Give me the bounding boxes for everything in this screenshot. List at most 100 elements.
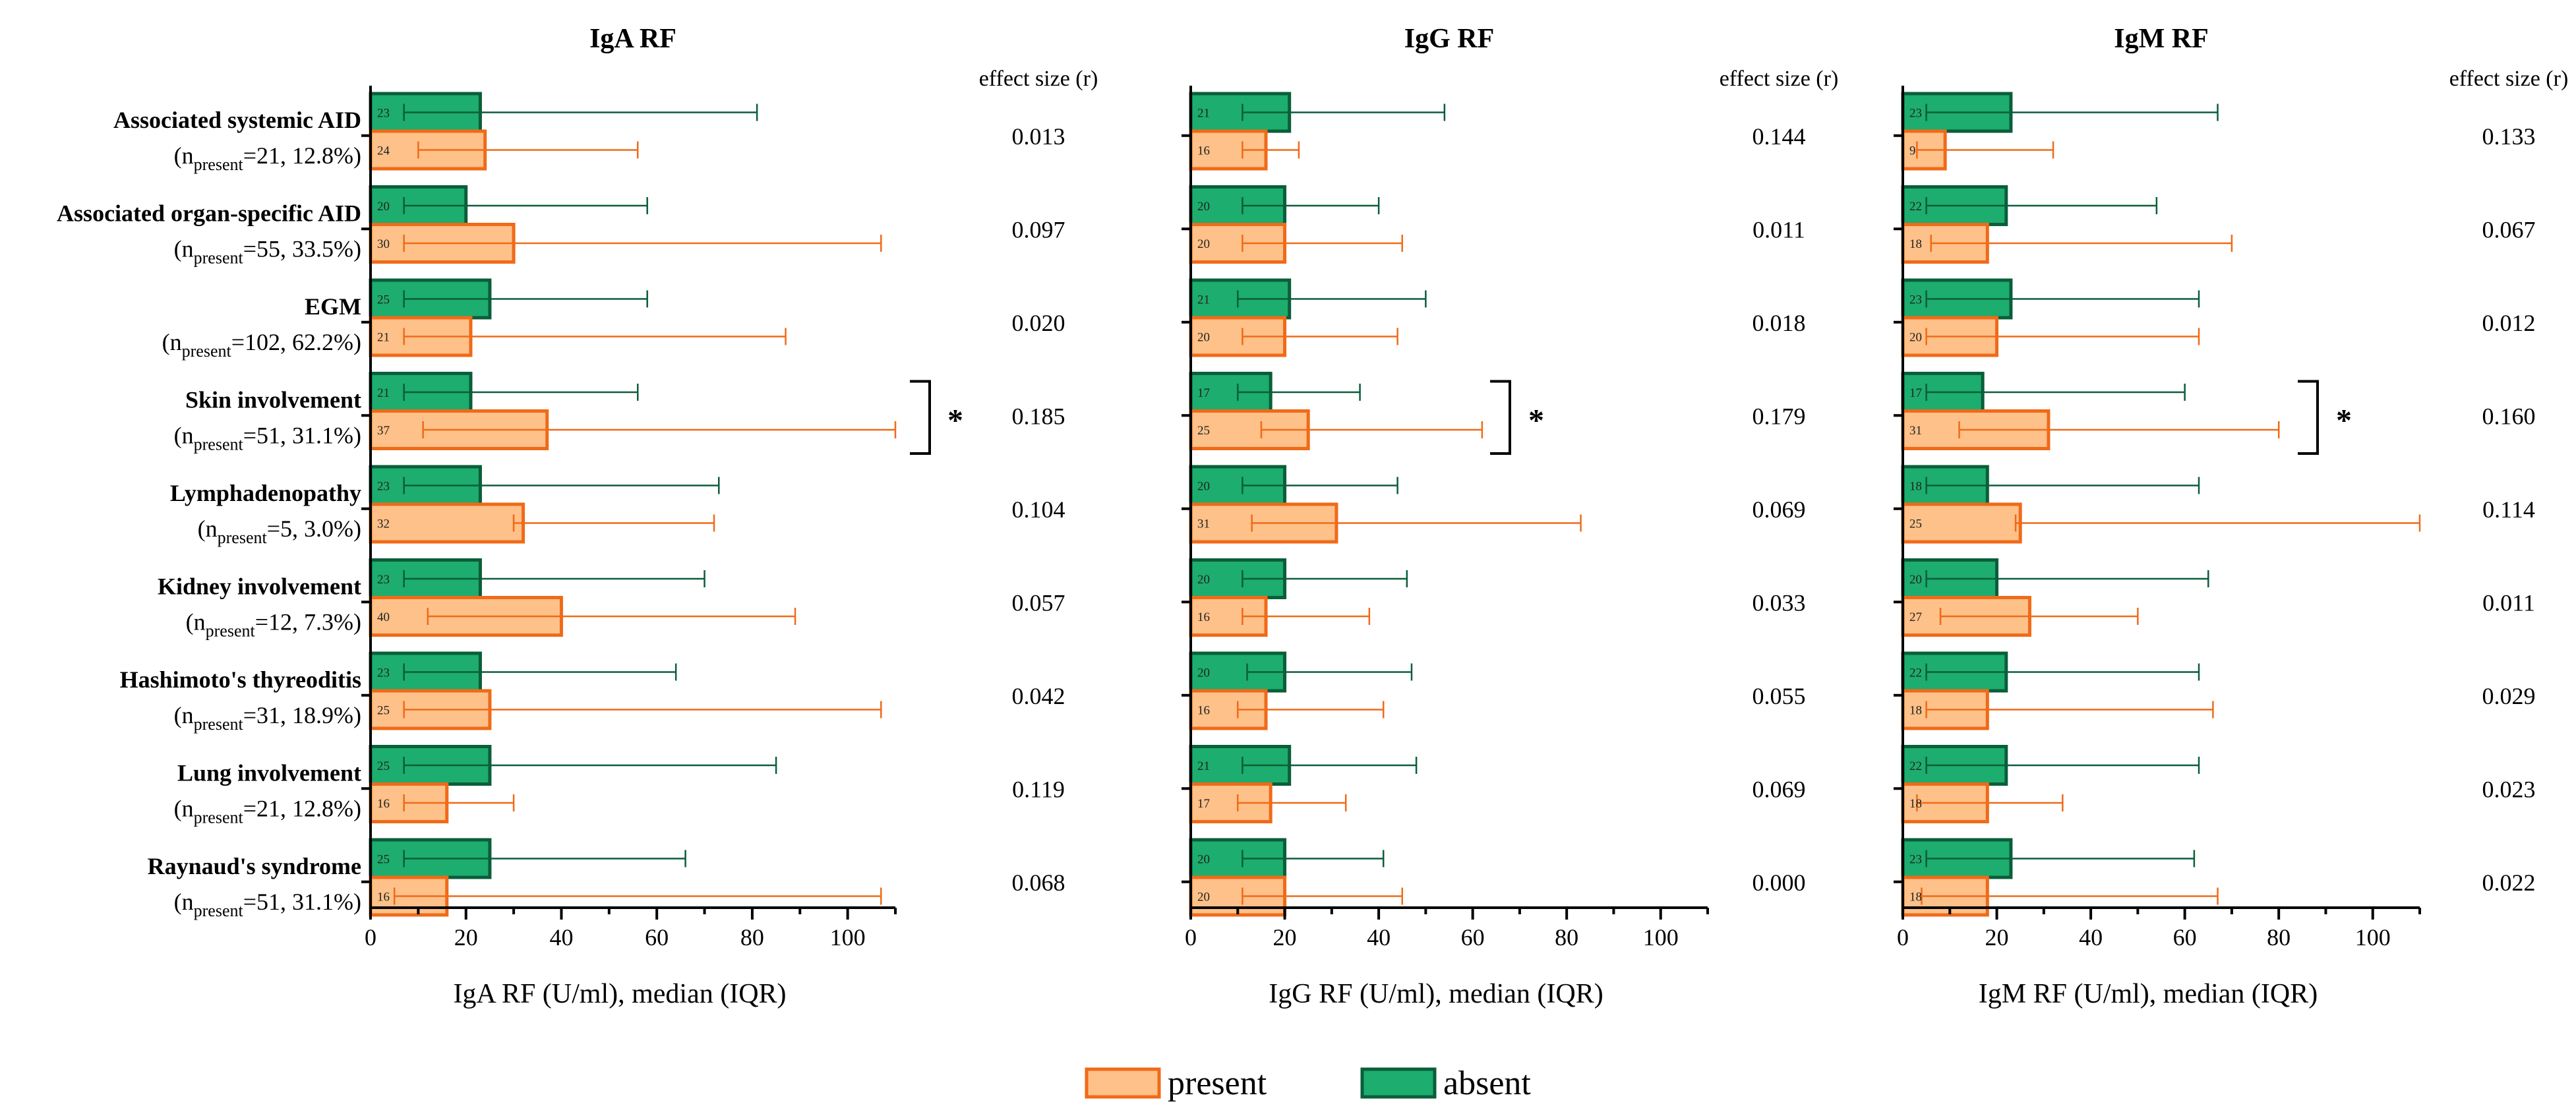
x-tick-label: 80 [1555, 924, 1578, 951]
category-n-label: (npresent=102, 62.2%) [162, 329, 361, 361]
category-name: Raynaud's syndrome [148, 853, 361, 879]
x-tick-label: 0 [1897, 924, 1909, 951]
effect-size-value: 0.069 [1752, 496, 1806, 523]
bar-present [1901, 502, 2022, 544]
x-tick-label: 80 [740, 924, 764, 951]
category-n-label: (npresent=21, 12.8%) [174, 142, 361, 174]
effect-size-value: 0.069 [1752, 776, 1806, 802]
panel-2: IgG RF effect size (r) 21 16 0.144 20 20 0.011 2… [1182, 24, 1838, 1009]
bar-value-label-present: 31 [1197, 517, 1210, 531]
bar-value-label-present: 40 [377, 610, 390, 624]
effect-size-value: 0.179 [1752, 403, 1806, 429]
x-axis-label: IgM RF (U/ml), median (IQR) [1979, 979, 2318, 1009]
x-tick-label: 60 [2173, 924, 2197, 951]
category-name: Lymphadenopathy [170, 480, 361, 506]
category-n-label: (npresent=51, 31.1%) [174, 423, 361, 454]
bar-value-label-absent: 23 [1909, 107, 1922, 121]
bar-value-label-present: 16 [377, 891, 390, 904]
panel-title: IgM RF [2114, 24, 2208, 54]
bar-value-label-present: 25 [1197, 424, 1210, 438]
effect-size-value: 0.067 [2482, 216, 2536, 243]
significance-bracket [2298, 380, 2319, 455]
bar-value-label-absent: 25 [377, 293, 390, 307]
effect-size-value: 0.018 [1752, 310, 1806, 336]
bar-value-label-absent: 22 [1909, 759, 1922, 773]
x-tick-label: 20 [1985, 924, 2009, 951]
effect-size-value: 0.023 [2482, 776, 2536, 802]
category-n-label: (npresent=55, 33.5%) [174, 236, 361, 268]
effect-size-value: 0.104 [1012, 496, 1065, 523]
effect-size-value: 0.119 [1012, 776, 1065, 802]
category-name: Lung involvement [177, 760, 361, 786]
bar-value-label-present: 20 [1197, 331, 1210, 345]
panel-title: IgG RF [1404, 24, 1495, 54]
effect-size-value: 0.185 [1012, 403, 1065, 429]
x-tick-label: 80 [2267, 924, 2291, 951]
category-name: Hashimoto's thyreoditis [120, 666, 361, 693]
bar-value-label-absent: 23 [377, 573, 390, 587]
bar-value-label-absent: 20 [1197, 853, 1210, 867]
bar-value-label-absent: 21 [1197, 293, 1210, 307]
significance-bracket [910, 380, 931, 455]
bar-value-label-absent: 20 [1197, 573, 1210, 587]
category-n-label: (npresent=51, 31.1%) [174, 889, 361, 920]
bar-value-label-absent: 23 [377, 480, 390, 494]
x-tick-label: 20 [454, 924, 478, 951]
bar-value-label-present: 27 [1909, 610, 1922, 624]
bar-value-label-present: 37 [377, 424, 390, 438]
x-tick-label: 60 [1461, 924, 1485, 951]
panel-title: IgA RF [589, 24, 676, 54]
bar-value-label-absent: 23 [1909, 293, 1922, 307]
bar-value-label-present: 18 [1909, 891, 1922, 904]
effect-size-value: 0.057 [1012, 589, 1065, 616]
bar-value-label-present: 25 [377, 704, 390, 718]
bar-value-label-absent: 21 [1197, 107, 1210, 121]
bar-value-label-present: 20 [1909, 331, 1922, 345]
bar-value-label-present: 18 [1909, 237, 1922, 251]
bar-value-label-present: 16 [1197, 704, 1210, 718]
bar-value-label-present: 31 [1909, 424, 1922, 438]
bar-value-label-present: 25 [1909, 517, 1922, 531]
bar-value-label-present: 16 [377, 797, 390, 811]
effect-size-value: 0.011 [1752, 216, 1805, 243]
bar-value-label-absent: 25 [377, 759, 390, 773]
bar-value-label-absent: 21 [377, 386, 390, 400]
effect-size-value: 0.012 [2482, 310, 2536, 336]
category-name: Kidney involvement [158, 573, 361, 600]
legend-swatch-absent [1360, 1067, 1437, 1099]
bar-value-label-present: 24 [377, 144, 390, 158]
bar-value-label-absent: 17 [1197, 386, 1210, 400]
bar-present [369, 502, 525, 544]
bar-value-label-absent: 20 [377, 200, 390, 214]
bar-value-label-absent: 20 [1909, 573, 1922, 587]
category-labels: Associated systemic AID (npresent=21, 12.… [57, 107, 361, 920]
bar-value-label-present: 17 [1197, 797, 1210, 811]
bar-value-label-absent: 22 [1909, 200, 1922, 214]
x-tick-label: 20 [1273, 924, 1297, 951]
significance-star: * [947, 403, 963, 438]
effect-size-header: effect size (r) [2449, 67, 2569, 91]
bar-value-label-present: 20 [1197, 891, 1210, 904]
x-tick-label: 40 [549, 924, 573, 951]
x-axis-label: IgA RF (U/ml), median (IQR) [453, 979, 786, 1009]
x-tick-label: 0 [1185, 924, 1197, 951]
x-tick-label: 40 [2079, 924, 2103, 951]
effect-size-value: 0.022 [2482, 869, 2536, 896]
effect-size-value: 0.133 [2482, 123, 2536, 150]
significance-star: * [2336, 403, 2352, 438]
effect-size-value: 0.097 [1012, 216, 1065, 243]
category-name: Skin involvement [185, 387, 361, 413]
bar-value-label-absent: 23 [377, 107, 390, 121]
effect-size-value: 0.029 [2482, 683, 2536, 709]
bar-value-label-present: 18 [1909, 704, 1922, 718]
panel-3: IgM RF effect size (r) 23 9 0.133 22 18 0.067 23… [1894, 24, 2568, 1009]
effect-size-header: effect size (r) [1720, 67, 1839, 91]
effect-size-value: 0.020 [1012, 310, 1065, 336]
category-name: EGM [305, 293, 361, 320]
effect-size-value: 0.114 [2482, 496, 2535, 523]
bar-value-label-absent: 22 [1909, 666, 1922, 680]
bar-value-label-present: 32 [377, 517, 390, 531]
legend: present absent [1085, 1065, 1531, 1102]
x-tick-label: 0 [365, 924, 376, 951]
